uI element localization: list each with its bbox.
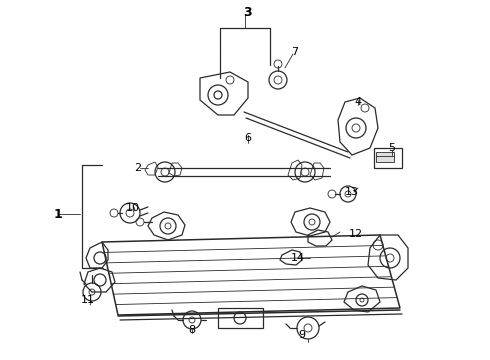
Text: 3: 3 bbox=[243, 5, 251, 18]
Text: 12: 12 bbox=[349, 229, 363, 239]
Text: 9: 9 bbox=[298, 330, 306, 340]
Text: 1: 1 bbox=[53, 207, 62, 220]
Text: 2: 2 bbox=[134, 163, 142, 173]
Text: 7: 7 bbox=[292, 47, 298, 57]
Text: 10: 10 bbox=[126, 203, 140, 213]
Bar bbox=[374, 148, 402, 168]
Bar bbox=[376, 152, 394, 162]
Text: 4: 4 bbox=[354, 97, 362, 107]
Text: 6: 6 bbox=[245, 133, 251, 143]
Bar bbox=[218, 308, 263, 328]
Text: 11: 11 bbox=[81, 295, 95, 305]
Text: 13: 13 bbox=[345, 187, 359, 197]
Text: 5: 5 bbox=[389, 143, 395, 153]
Text: 14: 14 bbox=[291, 253, 305, 263]
Text: 8: 8 bbox=[189, 325, 196, 335]
